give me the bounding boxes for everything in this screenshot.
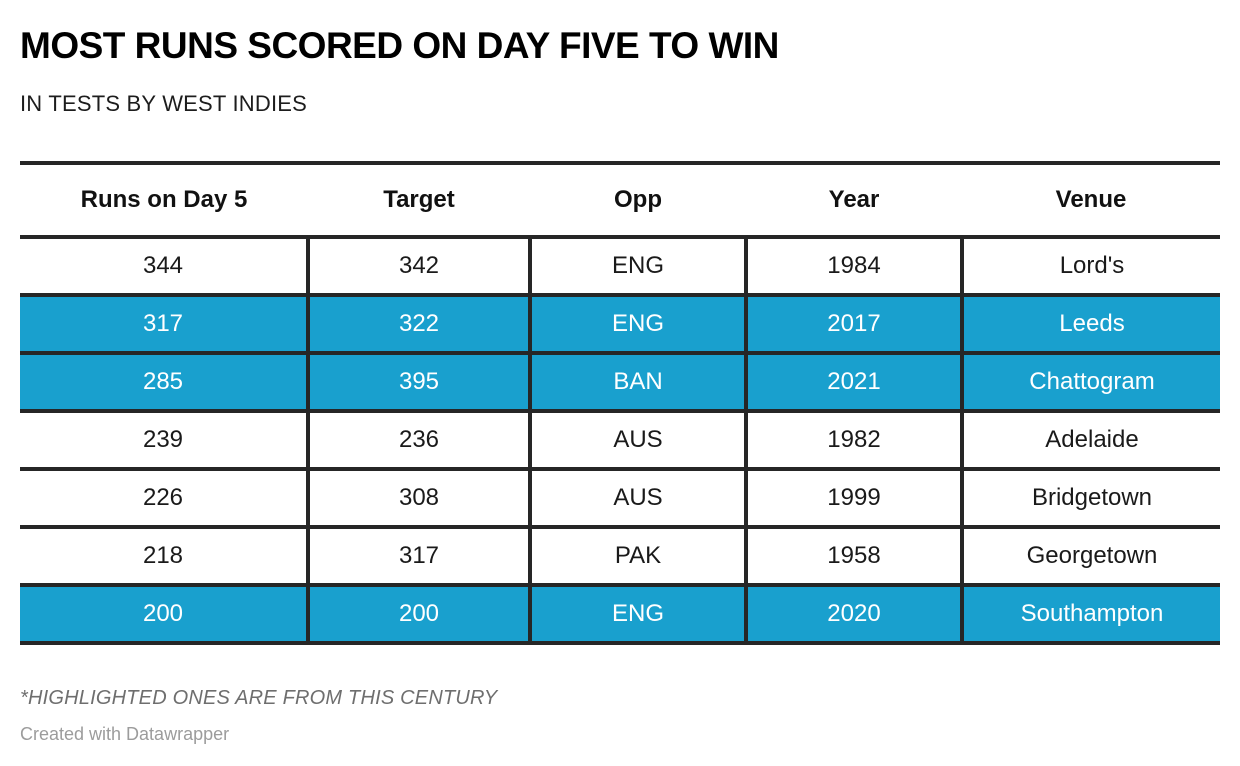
column-header-venue: Venue xyxy=(962,160,1220,239)
cell-year: 2021 xyxy=(744,350,964,413)
cell-year: 1982 xyxy=(744,408,964,471)
cell-target: 236 xyxy=(306,408,532,471)
table-row: 317 322 ENG 2017 Leeds xyxy=(20,292,1220,355)
cell-target: 322 xyxy=(306,292,532,355)
chart-container: MOST RUNS SCORED ON DAY FIVE TO WIN IN T… xyxy=(20,25,1220,744)
cell-runs: 239 xyxy=(20,408,310,471)
page-subtitle: IN TESTS BY WEST INDIES xyxy=(20,90,308,116)
cell-target: 342 xyxy=(306,234,532,297)
table-header: Runs on Day 5 Target Opp Year Venue xyxy=(20,160,1220,239)
table-header-row: Runs on Day 5 Target Opp Year Venue xyxy=(20,160,1220,239)
cell-venue: Adelaide xyxy=(960,408,1220,471)
table-row: 226 308 AUS 1999 Bridgetown xyxy=(20,466,1220,529)
highlight-footnote: *HIGHLIGHTED ONES ARE FROM THIS CENTURY xyxy=(20,686,498,709)
cell-opp: PAK xyxy=(528,524,748,587)
cell-venue: Southampton xyxy=(960,582,1220,645)
cell-runs: 344 xyxy=(20,234,310,297)
cell-runs: 218 xyxy=(20,524,310,587)
cell-opp: BAN xyxy=(528,350,748,413)
cell-venue: Bridgetown xyxy=(960,466,1220,529)
cell-target: 395 xyxy=(306,350,532,413)
column-header-opp: Opp xyxy=(530,160,746,239)
cell-target: 317 xyxy=(306,524,532,587)
cell-year: 2020 xyxy=(744,582,964,645)
cell-venue: Lord's xyxy=(960,234,1220,297)
column-header-year: Year xyxy=(746,160,962,239)
table-row: 200 200 ENG 2020 Southampton xyxy=(20,582,1220,645)
table-row: 344 342 ENG 1984 Lord's xyxy=(20,234,1220,297)
cell-year: 1958 xyxy=(744,524,964,587)
cell-venue: Leeds xyxy=(960,292,1220,355)
cell-target: 308 xyxy=(306,466,532,529)
table-body: 344 342 ENG 1984 Lord's 317 322 ENG 2017 Leeds 285… xyxy=(20,234,1220,645)
results-table: Runs on Day 5 Target Opp Year Venue 344 3… xyxy=(20,160,1220,645)
cell-target: 200 xyxy=(306,582,532,645)
cell-opp: ENG xyxy=(528,582,748,645)
column-header-runs: Runs on Day 5 xyxy=(20,160,308,239)
table-row: 218 317 PAK 1958 Georgetown xyxy=(20,524,1220,587)
page-title: MOST RUNS SCORED ON DAY FIVE TO WIN xyxy=(20,25,779,66)
datawrapper-attribution[interactable]: Created with Datawrapper xyxy=(20,723,230,744)
cell-opp: AUS xyxy=(528,408,748,471)
cell-runs: 317 xyxy=(20,292,310,355)
cell-year: 1984 xyxy=(744,234,964,297)
cell-runs: 285 xyxy=(20,350,310,413)
cell-runs: 226 xyxy=(20,466,310,529)
cell-opp: ENG xyxy=(528,234,748,297)
table-row: 285 395 BAN 2021 Chattogram xyxy=(20,350,1220,413)
cell-venue: Georgetown xyxy=(960,524,1220,587)
cell-opp: ENG xyxy=(528,292,748,355)
column-header-target: Target xyxy=(308,160,530,239)
cell-venue: Chattogram xyxy=(960,350,1220,413)
cell-year: 1999 xyxy=(744,466,964,529)
cell-runs: 200 xyxy=(20,582,310,645)
cell-opp: AUS xyxy=(528,466,748,529)
table-row: 239 236 AUS 1982 Adelaide xyxy=(20,408,1220,471)
cell-year: 2017 xyxy=(744,292,964,355)
